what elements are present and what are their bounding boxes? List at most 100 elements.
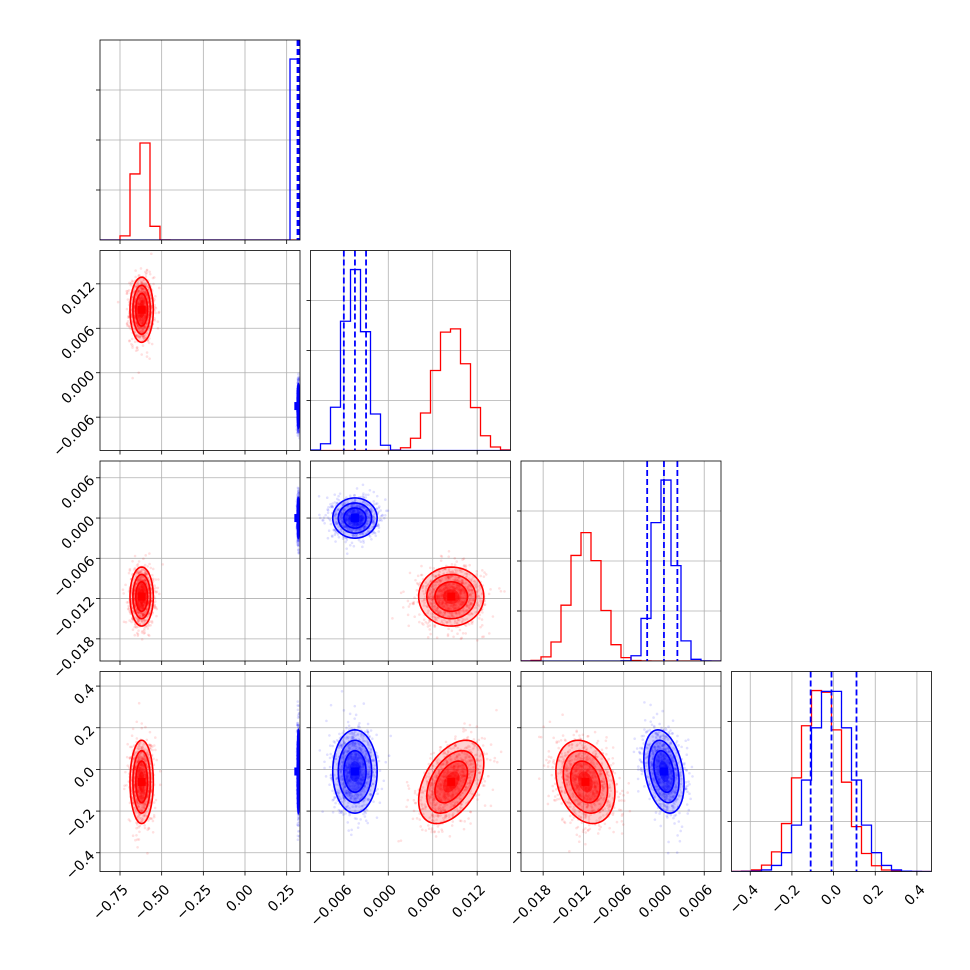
sample-point: [459, 589, 462, 593]
sample-point: [442, 572, 446, 575]
sample-point: [143, 326, 146, 329]
sample-point: [141, 329, 145, 332]
sample-point: [448, 620, 452, 624]
sample-point: [140, 299, 144, 303]
sample-point: [139, 584, 142, 588]
sample-point: [143, 611, 147, 614]
sample-point: [426, 583, 430, 586]
sample-point: [142, 326, 146, 329]
sample-point: [139, 289, 142, 293]
sample-point: [422, 623, 425, 626]
sample-point: [136, 610, 140, 613]
density-peak: [447, 592, 456, 601]
sample-point: [141, 584, 144, 587]
sample-point: [125, 291, 129, 295]
sample-point: [143, 579, 147, 583]
sample-point: [455, 583, 459, 587]
sample-point: [136, 610, 139, 614]
sample-point: [128, 281, 131, 285]
sample-point: [142, 586, 146, 590]
sample-point: [437, 600, 440, 603]
sample-point: [152, 577, 155, 581]
sample-point: [139, 329, 142, 333]
sample-point: [460, 636, 464, 640]
sample-point: [449, 585, 453, 588]
sample-point: [147, 633, 150, 637]
sample-point: [148, 620, 152, 623]
sample-point: [143, 587, 146, 590]
sample-point: [468, 572, 471, 576]
sample-point: [296, 488, 300, 492]
sample-point: [136, 282, 140, 285]
sample-point: [434, 574, 438, 578]
sample-point: [296, 492, 300, 496]
sample-point: [296, 430, 300, 434]
histogram-step: [310, 328, 511, 451]
sample-point: [443, 588, 446, 592]
sample-point: [148, 270, 151, 274]
sample-point: [142, 319, 145, 322]
sample-point: [141, 612, 145, 615]
sample-point: [140, 604, 143, 608]
sample-point: [296, 539, 300, 542]
sample-point: [438, 590, 442, 594]
sample-point: [433, 574, 436, 577]
sample-point: [143, 578, 146, 582]
sample-point: [154, 586, 157, 590]
sample-point: [461, 619, 464, 623]
sample-point: [456, 601, 460, 604]
sample-point: [465, 604, 469, 608]
sample-point: [297, 429, 300, 433]
sample-point: [402, 590, 405, 593]
sample-point: [140, 281, 144, 284]
sample-point: [141, 629, 144, 633]
sample-point: [141, 587, 145, 590]
sample-point: [136, 333, 140, 337]
sample-point: [348, 543, 352, 547]
sample-point: [125, 321, 129, 325]
sample-point: [141, 586, 144, 589]
sample-point: [408, 571, 412, 575]
sample-point: [153, 605, 156, 609]
sample-point: [431, 584, 435, 587]
sample-point: [446, 620, 450, 624]
sample-point: [449, 607, 452, 611]
sample-point: [434, 617, 437, 620]
sample-point: [144, 334, 148, 338]
sample-point: [137, 314, 140, 317]
sample-point: [145, 572, 149, 576]
sample-point: [144, 292, 148, 296]
sample-point: [137, 571, 141, 575]
y-tick-label: 0.000: [59, 368, 99, 408]
sample-point: [152, 282, 155, 286]
sample-point: [128, 325, 131, 328]
sample-point: [150, 621, 154, 624]
sample-point: [140, 299, 144, 303]
sample-point: [137, 274, 140, 277]
sample-point: [296, 543, 299, 547]
sample-point: [139, 607, 143, 611]
sample-point: [136, 282, 139, 286]
sample-point: [460, 602, 463, 606]
sample-point: [134, 625, 138, 629]
sample-point: [435, 609, 438, 612]
y-tick-label: 0.000: [59, 513, 99, 553]
sample-point: [446, 606, 450, 610]
sample-point: [296, 377, 300, 380]
sample-point: [447, 582, 451, 586]
sample-point: [125, 322, 129, 326]
sample-point: [142, 334, 145, 338]
sample-point: [155, 607, 159, 611]
sample-point: [487, 632, 491, 635]
sample-point: [140, 586, 143, 589]
sample-point: [138, 576, 141, 580]
sample-point: [297, 492, 300, 495]
sample-point: [444, 577, 448, 581]
sample-point: [142, 576, 145, 580]
sample-point: [137, 587, 141, 590]
sample-point: [143, 579, 146, 582]
sample-point: [453, 587, 456, 591]
sample-point: [297, 541, 300, 545]
sample-point: [416, 582, 420, 586]
sample-point: [469, 611, 472, 615]
